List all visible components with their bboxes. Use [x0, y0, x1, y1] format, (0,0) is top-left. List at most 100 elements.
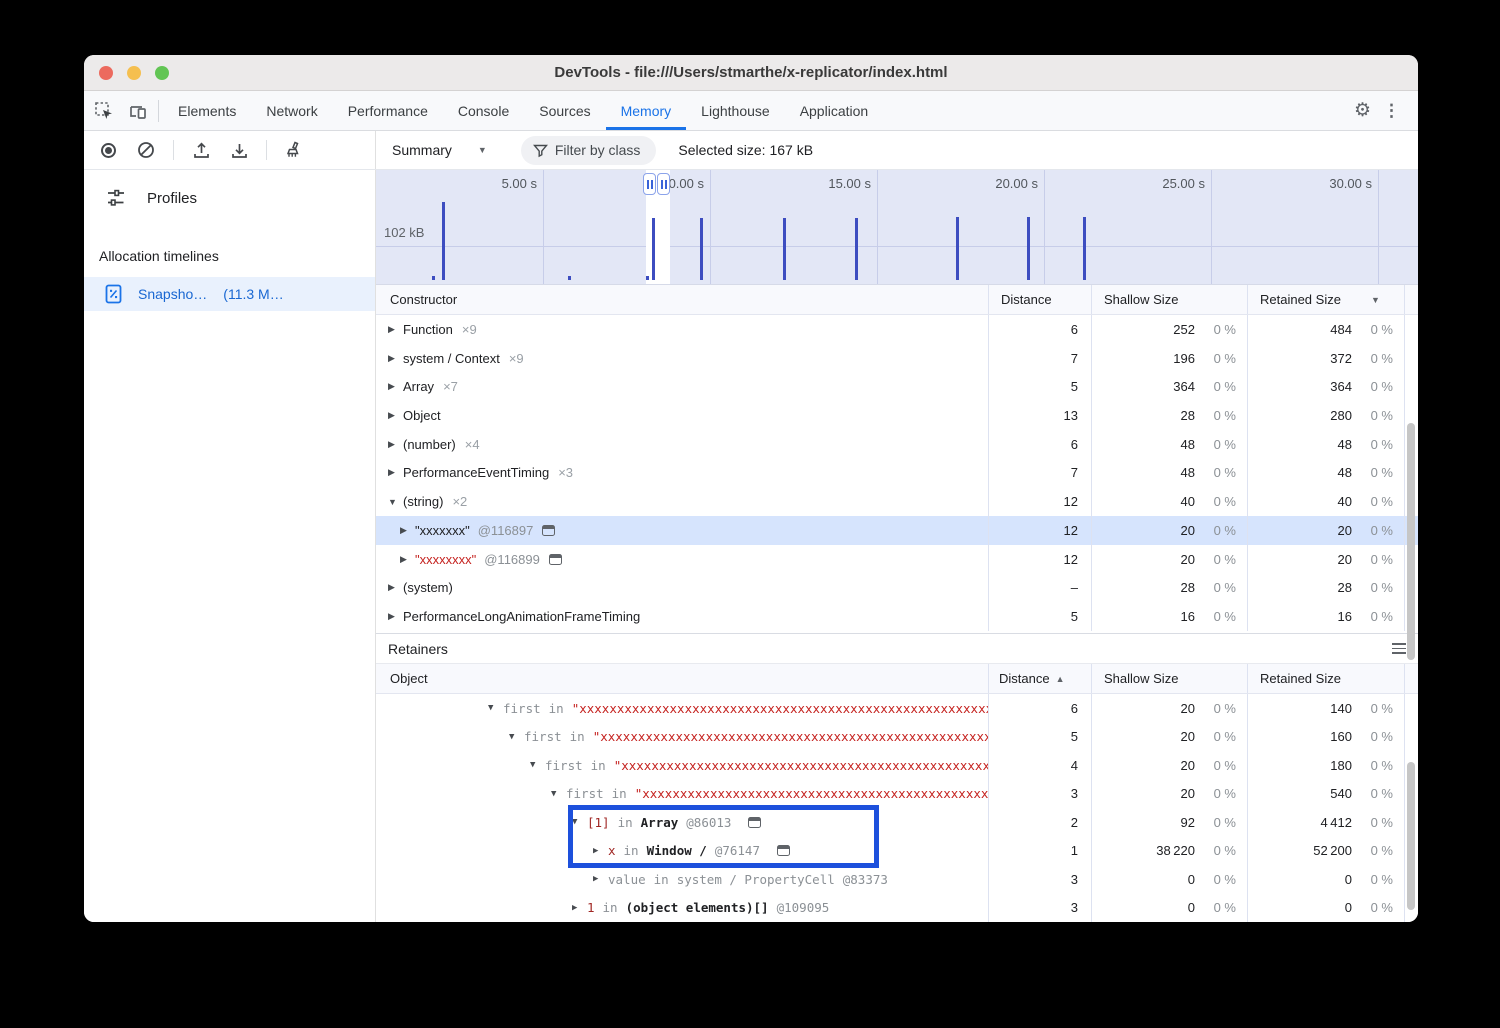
tab-network[interactable]: Network — [266, 102, 318, 119]
expand-arrow-icon[interactable]: ▶ — [593, 874, 599, 885]
close-window-button[interactable] — [99, 66, 113, 80]
instance-count: ×7 — [443, 379, 458, 395]
reveal-in-summary-icon[interactable] — [776, 845, 790, 857]
tab-performance[interactable]: Performance — [347, 102, 428, 119]
constructor-name: (system) — [403, 580, 453, 596]
toolbar-divider — [266, 140, 267, 160]
constructor-name: (number) — [403, 436, 456, 452]
tab-application[interactable]: Application — [799, 102, 869, 119]
constructor-row[interactable]: ▶ Array ×7 5 364 0 % 364 0 % — [376, 372, 1418, 402]
inspect-element-icon[interactable] — [94, 101, 114, 121]
expand-arrow-icon[interactable]: ▶ — [388, 611, 395, 622]
retainer-row[interactable]: ▼ first in "xxxxxxxxxxxxxxxxxxxxxxxxxxxxxxx… — [376, 751, 1418, 780]
column-distance[interactable]: Distance — [988, 285, 1091, 314]
constructor-name: Array — [403, 379, 435, 395]
constructor-row[interactable]: ▶ "xxxxxxxx" @116899 12 20 0 % 20 0 % — [376, 544, 1418, 574]
minimize-window-button[interactable] — [127, 66, 141, 80]
load-profile-icon[interactable] — [190, 139, 212, 161]
allocation-bar — [700, 218, 703, 280]
selection-handle-left[interactable] — [643, 173, 656, 195]
timeline-axis-label: 5.00 s — [501, 176, 537, 191]
snapshot-size: (11.3 M… — [223, 286, 284, 302]
constructor-scrollbar[interactable] — [1407, 423, 1415, 660]
expand-arrow-icon[interactable]: ▶ — [400, 524, 407, 535]
retainers-menu-icon[interactable] — [1392, 643, 1406, 654]
save-profile-icon[interactable] — [228, 139, 250, 161]
column-retained-size[interactable]: Retained Size ▼ — [1247, 285, 1404, 314]
column-retained-size[interactable]: Retained Size — [1247, 664, 1404, 693]
constructor-row[interactable]: ▶ system / Context ×9 7 196 0 % 372 0 % — [376, 343, 1418, 373]
timeline-axis-label: 15.00 s — [828, 176, 871, 191]
allocation-timeline-overview[interactable]: 102 kB 5.00 s 10.00 s 15.00 s 20.00 s 25.00 … — [376, 170, 1418, 285]
expand-arrow-icon[interactable]: ▶ — [572, 902, 578, 913]
collapse-arrow-icon[interactable]: ▼ — [509, 731, 515, 742]
sidebar-item-profiles[interactable]: Profiles — [84, 179, 375, 217]
retainer-row[interactable]: ▼ first in "xxxxxxxxxxxxxxxxxxxxxxxxxxxxxxx… — [376, 779, 1418, 808]
more-options-icon[interactable]: ⋮ — [1383, 100, 1400, 120]
tab-memory[interactable]: Memory — [605, 91, 687, 130]
expand-arrow-icon[interactable]: ▶ — [388, 381, 395, 392]
constructor-row[interactable]: ▶ PerformanceLongAnimationFrameTiming 5 16 0… — [376, 602, 1418, 631]
retainer-row[interactable]: ▼ [1] in Array @86013 2 92 0 % 4 412 0 % — [376, 808, 1418, 837]
constructor-row[interactable]: ▶ (system) –28 0 % 28 0 % — [376, 573, 1418, 603]
memory-axis-label: 102 kB — [384, 225, 425, 240]
chevron-down-icon: ▼ — [477, 145, 487, 155]
constructor-row[interactable]: ▶ (number) ×4 6 48 0 % 48 0 % — [376, 429, 1418, 459]
retainers-scrollbar[interactable] — [1407, 762, 1415, 910]
column-distance[interactable]: Distance ▲ — [988, 664, 1091, 693]
profiles-sidebar: Profiles Allocation timelines Snapsho… (… — [84, 170, 376, 922]
constructor-row[interactable]: ▶ PerformanceEventTiming ×3 7 48 0 % 48 0 % — [376, 458, 1418, 488]
allocation-bar — [1083, 217, 1086, 280]
expand-arrow-icon[interactable]: ▶ — [388, 438, 395, 449]
constructor-row[interactable]: ▶ Object 13 28 0 % 280 0 % — [376, 401, 1418, 430]
reveal-in-summary-icon[interactable] — [748, 816, 762, 828]
sort-desc-icon: ▼ — [1370, 294, 1380, 305]
constructor-row[interactable]: ▶ Function ×9 6 252 0 % 484 0 % — [376, 315, 1418, 344]
collapse-arrow-icon[interactable]: ▼ — [488, 703, 494, 714]
expand-arrow-icon[interactable]: ▶ — [400, 553, 407, 564]
expand-arrow-icon[interactable]: ▶ — [593, 845, 599, 856]
selection-handle-right[interactable] — [657, 173, 670, 195]
settings-gear-icon[interactable]: ⚙ — [1353, 100, 1371, 121]
allocation-bars — [376, 170, 1418, 284]
constructor-name: "xxxxxxx" — [415, 522, 470, 538]
expand-arrow-icon[interactable]: ▶ — [388, 323, 395, 334]
collapse-arrow-icon[interactable]: ▼ — [388, 496, 397, 507]
retainer-row[interactable]: ▶ x in Window / @76147 1 38 220 0 % 52 200 0 % — [376, 836, 1418, 865]
constructor-row[interactable]: ▶ "xxxxxxx" @116897 12 20 0 % 20 0 % — [376, 516, 1418, 545]
expand-arrow-icon[interactable]: ▶ — [388, 582, 395, 593]
column-object[interactable]: Object — [390, 671, 428, 686]
reveal-in-summary-icon[interactable] — [548, 553, 562, 565]
tab-console[interactable]: Console — [457, 102, 510, 119]
record-heap-icon[interactable] — [97, 139, 119, 161]
perspective-select[interactable]: Summary ▼ — [390, 138, 497, 162]
tab-lighthouse[interactable]: Lighthouse — [701, 102, 770, 119]
retainer-row[interactable]: ▼ first in "xxxxxxxxxxxxxxxxxxxxxxxxxxxxxxx… — [376, 722, 1418, 751]
constructor-name: "xxxxxxxx" — [415, 551, 477, 567]
collect-garbage-icon[interactable] — [283, 139, 305, 161]
zoom-window-button[interactable] — [155, 66, 169, 80]
column-shallow-size[interactable]: Shallow Size — [1091, 285, 1247, 314]
collapse-arrow-icon[interactable]: ▼ — [551, 788, 557, 799]
retainer-text: "xxxxxxxxxxxxxxxxxxxxxxxxxxxxxxxxxxxxxxx… — [571, 700, 988, 716]
toolbar-divider — [173, 140, 174, 160]
collapse-arrow-icon[interactable]: ▼ — [572, 817, 578, 828]
retainer-row[interactable]: ▼ first in "xxxxxxxxxxxxxxxxxxxxxxxxxxxxxxx… — [376, 694, 1418, 723]
device-toolbar-icon[interactable] — [128, 101, 148, 121]
expand-arrow-icon[interactable]: ▶ — [388, 410, 395, 421]
column-shallow-size[interactable]: Shallow Size — [1091, 664, 1247, 693]
timeline-axis-label: 10.00 s — [661, 176, 704, 191]
collapse-arrow-icon[interactable]: ▼ — [530, 760, 536, 771]
retainer-row[interactable]: ▶ value in system / PropertyCell @83373 3 0 0 %… — [376, 865, 1418, 894]
tab-elements[interactable]: Elements — [178, 102, 237, 119]
constructor-row[interactable]: ▼ (string) ×2 12 40 0 % 40 0 % — [376, 487, 1418, 517]
class-filter-input[interactable]: Filter by class — [520, 135, 657, 165]
column-constructor[interactable]: Constructor — [390, 292, 458, 307]
clear-profiles-icon[interactable] — [135, 139, 157, 161]
expand-arrow-icon[interactable]: ▶ — [388, 352, 395, 363]
expand-arrow-icon[interactable]: ▶ — [388, 467, 395, 478]
snapshot-item[interactable]: Snapsho… (11.3 M… — [84, 277, 375, 311]
reveal-in-summary-icon[interactable] — [542, 524, 556, 536]
retainer-row[interactable]: ▶ 1 in (object elements)[] @109095 3 0 0 % 0 0 % — [376, 893, 1418, 922]
tab-sources[interactable]: Sources — [539, 102, 591, 119]
